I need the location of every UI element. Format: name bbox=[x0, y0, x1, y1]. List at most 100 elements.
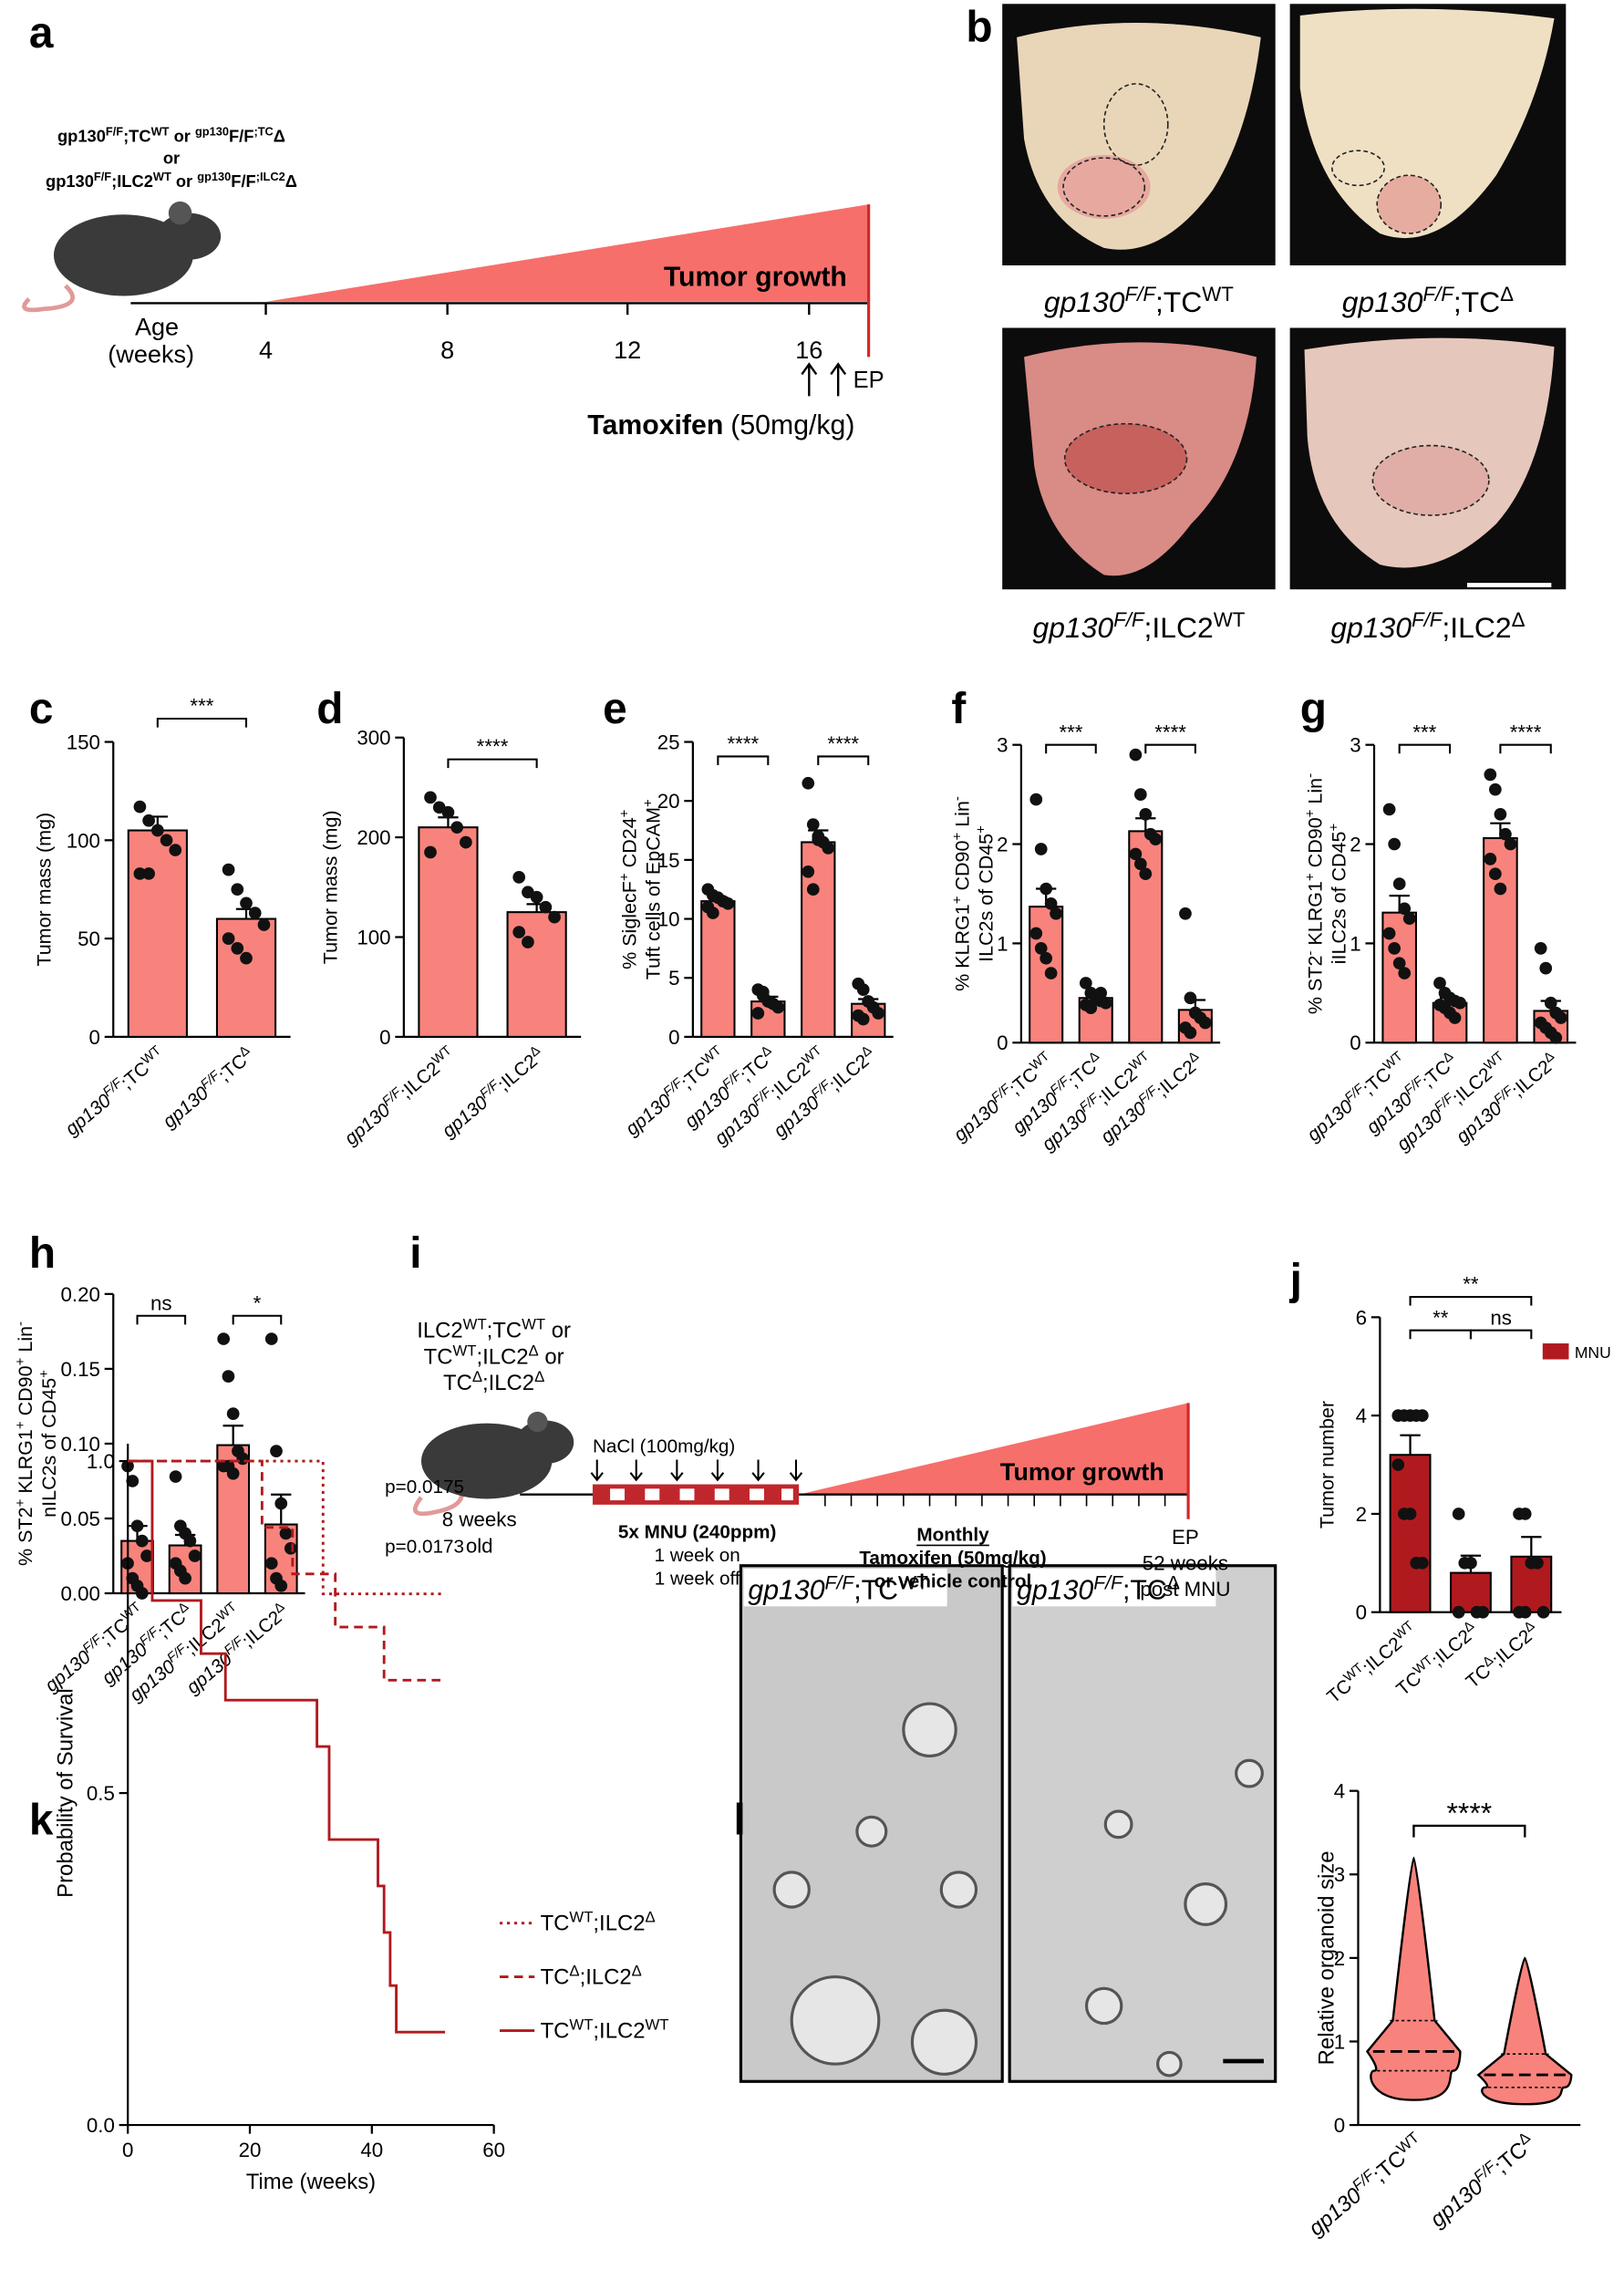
text-part: % ST2 bbox=[1305, 956, 1327, 1015]
p-value: p=0.0175 bbox=[385, 1477, 464, 1498]
y-axis-label: Tumor mass (mg) bbox=[34, 813, 56, 967]
significance-label: ** bbox=[1433, 1306, 1449, 1329]
legend-label: TCWT;ILC2WT bbox=[541, 2016, 669, 2044]
treatment-label: Tamoxifen (50mg/kg) bbox=[859, 1548, 1046, 1569]
y-tick-label: 0.5 bbox=[87, 1782, 115, 1805]
text-part: + bbox=[640, 799, 656, 807]
tissue bbox=[1057, 154, 1151, 220]
data-point bbox=[1494, 808, 1507, 821]
y-tick-label: 200 bbox=[357, 826, 390, 849]
mnu-label: 1 week on bbox=[654, 1545, 740, 1566]
error-bar bbox=[1400, 1434, 1421, 1456]
tick-label: 16 bbox=[795, 336, 822, 364]
text-part: CD24 bbox=[619, 817, 641, 873]
x-tick-label: gp130F/F;TCΔ bbox=[1423, 2129, 1540, 2233]
data-point bbox=[872, 1007, 885, 1020]
nacl-arrows bbox=[590, 1459, 803, 1482]
data-point bbox=[169, 1470, 182, 1483]
photo-label: gp130F/F;ILC2Δ bbox=[1330, 607, 1525, 644]
significance-bracket bbox=[717, 755, 770, 765]
data-point bbox=[284, 1541, 297, 1555]
y-tick-label: 0.15 bbox=[61, 1358, 100, 1381]
data-point bbox=[248, 907, 262, 919]
significance-label: **** bbox=[727, 732, 759, 755]
data-point bbox=[856, 1012, 870, 1026]
text-part: Δ bbox=[1500, 282, 1514, 305]
significance-label: **** bbox=[1510, 720, 1542, 743]
photo-panel-b bbox=[1002, 4, 1567, 590]
x-tick-label: gp130F/F;ILC2WT bbox=[339, 1043, 460, 1149]
endpoint-label: 52 weeks bbox=[1143, 1552, 1228, 1575]
data-point bbox=[179, 1571, 191, 1585]
data-point bbox=[264, 1557, 278, 1570]
data-point bbox=[1464, 1556, 1477, 1570]
data-point bbox=[169, 844, 182, 856]
data-point bbox=[522, 936, 534, 948]
y-tick-label: 0.10 bbox=[61, 1433, 100, 1456]
text-part: Δ bbox=[285, 171, 297, 191]
text-part: + bbox=[36, 1370, 51, 1378]
text-part: gp130 bbox=[195, 124, 229, 138]
panel-letter: c bbox=[29, 685, 54, 733]
y-axis-label: % ST2+ KLRG1+ CD90+ Lin-nILC2s of CD45+ bbox=[13, 1321, 60, 1566]
error-bar bbox=[222, 1425, 243, 1446]
data-point bbox=[274, 1579, 288, 1592]
text-part: + bbox=[13, 1498, 28, 1507]
text-part: Δ bbox=[1512, 607, 1526, 630]
tumor-outline bbox=[1331, 150, 1385, 187]
tick-label: 8 bbox=[440, 336, 454, 364]
data-point bbox=[264, 1332, 278, 1345]
text-part: + bbox=[13, 1421, 28, 1429]
panel-letter: e bbox=[603, 685, 627, 733]
data-point bbox=[240, 896, 253, 910]
bar bbox=[1483, 836, 1518, 1044]
data-point bbox=[1388, 837, 1401, 851]
text-part: ILC2 bbox=[417, 1319, 462, 1343]
data-point bbox=[1184, 991, 1197, 1005]
data-point bbox=[756, 989, 770, 1002]
genotype-label: TCWT;ILC2Δ or bbox=[424, 1342, 564, 1370]
y-tick-label: 5 bbox=[668, 967, 679, 990]
significance-bracket bbox=[1412, 1824, 1526, 1838]
text-part: F/F bbox=[1412, 607, 1443, 630]
data-point bbox=[856, 983, 870, 997]
y-tick-label: 2 bbox=[997, 834, 1008, 856]
data-point bbox=[1133, 857, 1147, 871]
tumor-outline bbox=[1102, 83, 1169, 166]
x-tick-label: 0 bbox=[122, 2139, 133, 2161]
data-point bbox=[1504, 837, 1517, 851]
text-part: gp130 bbox=[1330, 611, 1412, 644]
text-part: Lin bbox=[952, 801, 974, 833]
tumor-outline bbox=[1063, 422, 1188, 494]
data-point bbox=[806, 883, 820, 896]
x-tick-label: 60 bbox=[482, 2139, 505, 2161]
data-point bbox=[1129, 748, 1143, 762]
data-point bbox=[183, 1534, 197, 1548]
data-point bbox=[1549, 1031, 1563, 1044]
text-part: CD90 bbox=[15, 1365, 36, 1421]
y-tick-label: 10 bbox=[657, 908, 680, 931]
text-part: gp130 bbox=[197, 169, 231, 182]
data-point bbox=[1484, 853, 1497, 865]
text-part: WT bbox=[569, 1908, 593, 1925]
y-tick-label: 2 bbox=[1334, 1947, 1345, 1970]
endpoint-label: EP bbox=[1172, 1526, 1199, 1549]
text-part: gp130 bbox=[1033, 611, 1114, 644]
genotype-label: TCΔ;ILC2Δ bbox=[443, 1368, 544, 1396]
legend-label: TCΔ;ILC2Δ bbox=[541, 1962, 642, 1989]
text-part: CD90 bbox=[1305, 817, 1327, 873]
panel-letter: d bbox=[316, 685, 343, 733]
text-part: F/F bbox=[1113, 607, 1145, 630]
data-point bbox=[274, 1497, 288, 1510]
tissue bbox=[1299, 8, 1555, 239]
monthly-label: Monthly bbox=[916, 1525, 989, 1546]
text-part: TC bbox=[541, 1912, 570, 1936]
text-part: Δ bbox=[646, 1908, 656, 1925]
data-point bbox=[1139, 808, 1153, 821]
text-part: WT bbox=[463, 1315, 487, 1332]
mouse-icon bbox=[412, 1411, 574, 1517]
data-point bbox=[240, 951, 253, 965]
data-point bbox=[1536, 1605, 1550, 1619]
data-point bbox=[1484, 768, 1497, 782]
data-point bbox=[133, 800, 147, 814]
